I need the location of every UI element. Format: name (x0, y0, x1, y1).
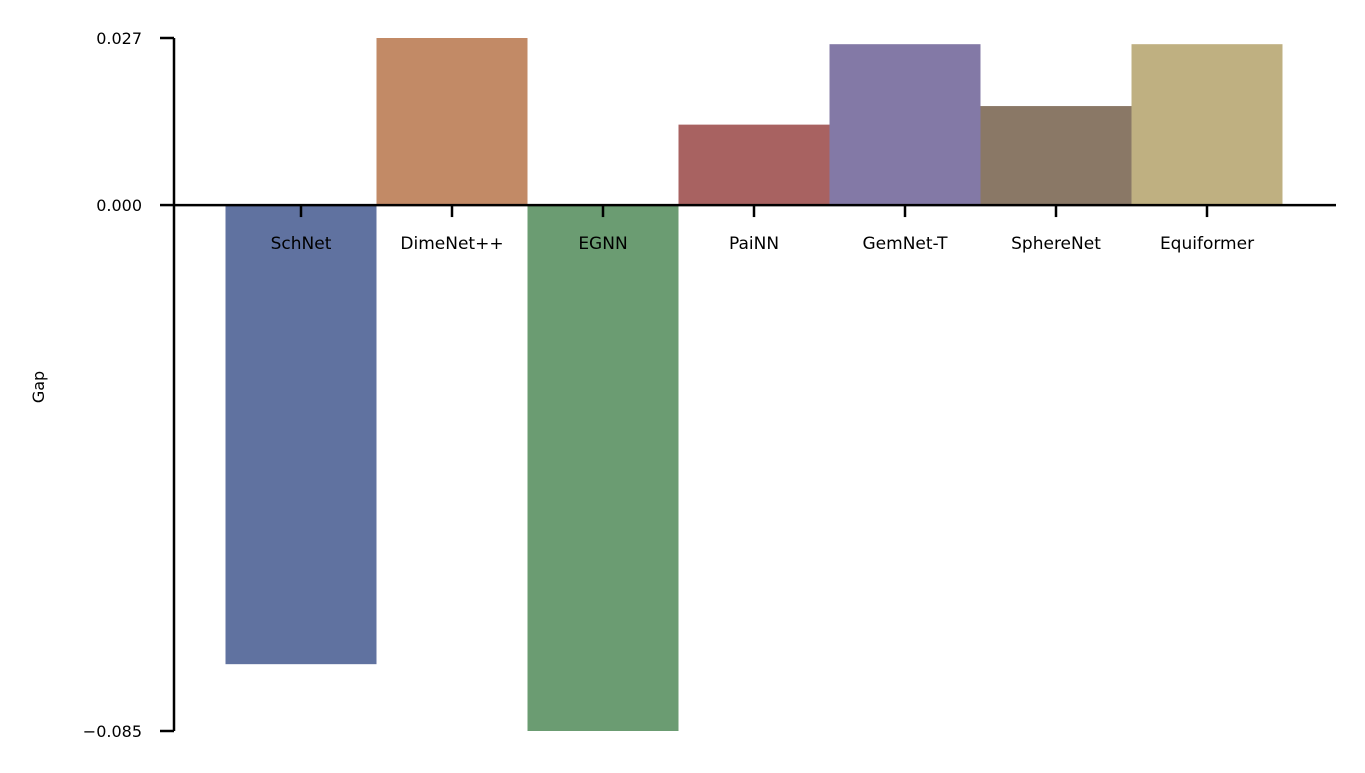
bar-gemnet-t (829, 44, 981, 206)
x-tick-label-schnet: SchNet (271, 234, 332, 254)
bar-equiformer (1131, 44, 1283, 206)
x-tick-label-spherenet: SphereNet (1011, 234, 1101, 254)
x-tick-label-dimenet: DimeNet++ (400, 234, 503, 254)
bar-egnn (527, 205, 679, 731)
bar-spherenet (980, 106, 1132, 206)
y-ticks-group: 0.027 0.000 −0.085 (83, 29, 174, 741)
x-ticks-group: SchNet DimeNet++ EGNN PaiNN GemNet-T SphereNe… (271, 205, 1254, 254)
y-axis-label: Gap (29, 371, 48, 403)
y-tick-label-1: 0.000 (96, 196, 142, 215)
y-tick-label-0: 0.027 (96, 29, 142, 48)
bar-painn (678, 124, 830, 206)
bar-schnet (225, 205, 377, 665)
y-tick-label-2: −0.085 (83, 722, 142, 741)
bars-group (225, 38, 1283, 731)
bar-dimenet (376, 38, 528, 206)
x-tick-label-equiformer: Equiformer (1160, 234, 1254, 254)
x-tick-label-egnn: EGNN (578, 234, 627, 254)
x-tick-label-painn: PaiNN (729, 234, 779, 254)
x-tick-label-gemnet-t: GemNet-T (863, 234, 949, 254)
